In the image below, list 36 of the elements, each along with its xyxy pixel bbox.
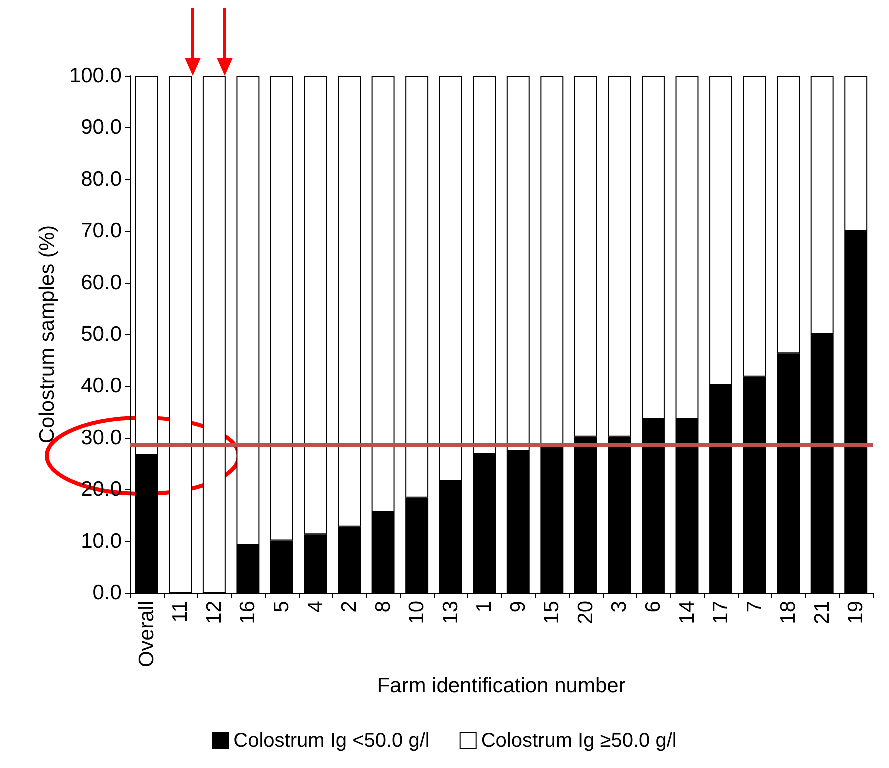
- x-tick-label: 19: [844, 601, 868, 624]
- x-tick-label: 3: [608, 601, 632, 613]
- x-tick-label: 11: [169, 601, 192, 623]
- y-tick-label: 50.0: [81, 323, 122, 346]
- x-tick-label: 17: [710, 601, 733, 624]
- x-axis-title: Farm identification number: [377, 674, 626, 698]
- x-tick-label: 10: [406, 601, 429, 624]
- x-tick-label: 2: [338, 601, 362, 613]
- y-tick-label: 0.0: [92, 582, 122, 604]
- x-tick-label: 5: [270, 601, 294, 613]
- x-tick-label: Overall: [135, 601, 158, 668]
- y-tick-label: 60.0: [81, 271, 122, 294]
- x-tick-label: 13: [439, 601, 462, 624]
- x-tick-label: 20: [574, 601, 598, 624]
- x-tick-label: 12: [202, 601, 226, 624]
- legend-label: Colostrum Ig ≥50.0 g/l: [481, 730, 677, 752]
- x-tick-label: 15: [540, 601, 564, 624]
- x-tick-label: 16: [236, 601, 260, 624]
- x-tick-label: 7: [743, 601, 766, 613]
- y-tick-label: 40.0: [81, 374, 122, 398]
- y-tick-label: 30.0: [81, 426, 122, 450]
- x-tick-label: 8: [372, 601, 395, 613]
- x-tick-label: 4: [304, 600, 328, 613]
- x-tick-label: 6: [642, 601, 665, 613]
- y-tick-label: 100.0: [69, 64, 122, 88]
- x-tick-label: 18: [777, 601, 800, 624]
- y-tick-label: 80.0: [81, 168, 122, 191]
- x-tick-label: 9: [506, 601, 530, 613]
- y-axis-title: Colostrum samples (%): [36, 225, 59, 444]
- x-tick-label: 14: [676, 600, 699, 624]
- y-tick-label: 70.0: [81, 220, 122, 243]
- y-tick-label: 10.0: [81, 530, 122, 553]
- y-tick-label: 90.0: [81, 116, 122, 140]
- legend-label: Colostrum Ig <50.0 g/l: [234, 730, 430, 752]
- x-tick-label: 1: [473, 601, 496, 613]
- x-tick-label: 21: [810, 601, 834, 624]
